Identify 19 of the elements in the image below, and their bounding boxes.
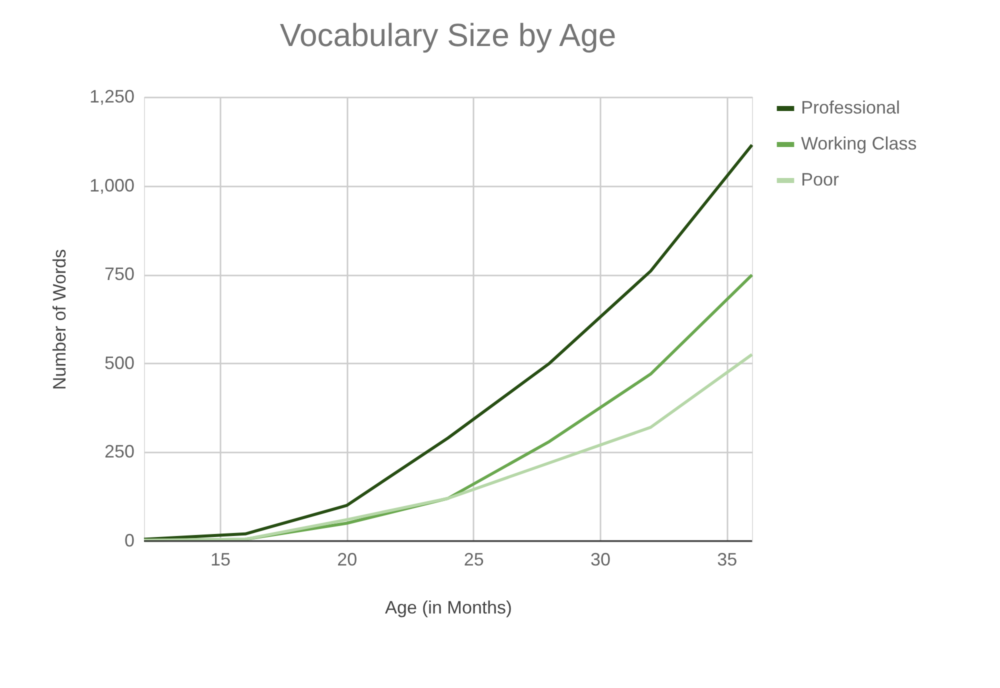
y-tick-label: 1,250 (89, 86, 134, 106)
x-tick-label: 35 (717, 550, 738, 570)
y-tick-label: 500 (104, 352, 134, 373)
x-tick-label: 15 (210, 550, 231, 570)
line-series (142, 143, 754, 541)
chart-title: Vocabulary Size by Age (280, 17, 616, 53)
x-axis-title: Age (in Months) (384, 598, 512, 618)
y-tick-label: 0 (124, 530, 134, 550)
legend-label: Poor (801, 170, 840, 190)
line-series (142, 353, 754, 542)
x-tick-label: 30 (590, 550, 611, 570)
legend-label: Working Class (801, 134, 917, 154)
y-tick-label: 250 (104, 442, 134, 462)
y-tick-label: 1,000 (89, 175, 134, 196)
y-axis-title: Number of Words (49, 249, 70, 390)
x-tick-label: 25 (464, 550, 484, 570)
x-tick-label: 20 (337, 550, 358, 570)
legend-label: Professional (801, 98, 900, 118)
y-tick-label: 750 (104, 264, 134, 284)
